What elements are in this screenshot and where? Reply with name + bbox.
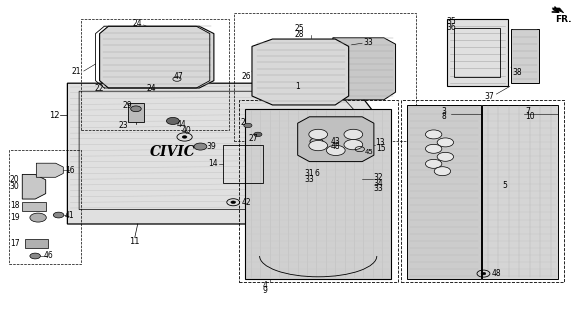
Text: 26: 26 bbox=[241, 72, 251, 81]
Bar bbox=[447, 19, 508, 86]
Text: 17: 17 bbox=[10, 239, 19, 248]
Text: 39: 39 bbox=[206, 142, 216, 151]
Text: 3: 3 bbox=[442, 107, 447, 116]
Circle shape bbox=[53, 212, 64, 218]
Text: 30: 30 bbox=[10, 182, 19, 191]
Text: 16: 16 bbox=[66, 166, 75, 175]
Text: 45: 45 bbox=[365, 149, 373, 155]
Text: 27: 27 bbox=[248, 134, 258, 143]
Circle shape bbox=[437, 152, 454, 161]
Text: 8: 8 bbox=[442, 112, 447, 121]
Text: 40: 40 bbox=[182, 126, 191, 135]
Polygon shape bbox=[67, 83, 381, 224]
Text: 25: 25 bbox=[294, 24, 304, 33]
Text: 32: 32 bbox=[373, 173, 383, 182]
Text: 29: 29 bbox=[123, 101, 132, 110]
Polygon shape bbox=[333, 38, 396, 100]
Bar bbox=[128, 103, 144, 122]
Text: 46: 46 bbox=[43, 252, 53, 260]
Text: 24: 24 bbox=[133, 19, 142, 28]
Text: 48: 48 bbox=[331, 142, 340, 151]
Circle shape bbox=[344, 140, 363, 150]
Polygon shape bbox=[36, 163, 63, 177]
Text: 5: 5 bbox=[503, 181, 507, 190]
Circle shape bbox=[309, 129, 328, 140]
Text: 33: 33 bbox=[305, 175, 314, 184]
Text: 9: 9 bbox=[263, 286, 267, 295]
Text: 20: 20 bbox=[10, 175, 19, 184]
Circle shape bbox=[244, 123, 252, 128]
Text: 19: 19 bbox=[10, 213, 19, 222]
Bar bbox=[25, 239, 48, 248]
Circle shape bbox=[254, 132, 262, 137]
Circle shape bbox=[182, 136, 187, 138]
Text: 28: 28 bbox=[294, 30, 304, 39]
Text: 24: 24 bbox=[146, 84, 156, 93]
Text: 44: 44 bbox=[177, 120, 186, 129]
Circle shape bbox=[481, 272, 486, 275]
Text: 38: 38 bbox=[512, 68, 522, 76]
Circle shape bbox=[425, 144, 442, 153]
Bar bbox=[482, 105, 558, 279]
Bar bbox=[454, 28, 500, 77]
Circle shape bbox=[30, 253, 40, 259]
Circle shape bbox=[425, 130, 442, 139]
Text: CIVIC: CIVIC bbox=[150, 145, 196, 159]
Bar bbox=[511, 29, 539, 83]
Text: 11: 11 bbox=[130, 237, 140, 246]
Bar bbox=[407, 105, 481, 279]
Text: 15: 15 bbox=[376, 144, 386, 153]
Polygon shape bbox=[552, 8, 564, 13]
Circle shape bbox=[326, 145, 345, 156]
Circle shape bbox=[425, 159, 442, 168]
Circle shape bbox=[434, 167, 451, 176]
Text: 1: 1 bbox=[295, 82, 300, 91]
Circle shape bbox=[30, 213, 46, 222]
Text: 36: 36 bbox=[447, 23, 456, 32]
Text: 13: 13 bbox=[375, 138, 384, 147]
Polygon shape bbox=[22, 174, 46, 199]
Text: 34: 34 bbox=[373, 179, 383, 188]
Text: 14: 14 bbox=[208, 159, 217, 168]
Circle shape bbox=[309, 140, 328, 151]
Circle shape bbox=[131, 106, 141, 112]
Text: 31: 31 bbox=[305, 169, 314, 178]
Text: 6: 6 bbox=[314, 169, 319, 178]
Text: 33: 33 bbox=[363, 38, 373, 47]
Polygon shape bbox=[245, 109, 391, 279]
Text: 33: 33 bbox=[373, 184, 383, 193]
Polygon shape bbox=[298, 117, 374, 162]
Text: 43: 43 bbox=[331, 137, 340, 146]
Text: 47: 47 bbox=[174, 72, 183, 81]
Circle shape bbox=[231, 201, 236, 204]
Bar bbox=[223, 145, 263, 183]
Text: 22: 22 bbox=[95, 84, 104, 93]
Text: 2: 2 bbox=[241, 118, 246, 127]
Circle shape bbox=[437, 138, 454, 147]
Text: 12: 12 bbox=[49, 111, 59, 120]
Text: 23: 23 bbox=[118, 121, 128, 130]
Text: 48: 48 bbox=[492, 269, 502, 278]
Text: 21: 21 bbox=[71, 67, 81, 76]
Text: FR.: FR. bbox=[556, 15, 572, 24]
Circle shape bbox=[344, 129, 363, 140]
Text: 18: 18 bbox=[10, 201, 19, 210]
Text: 35: 35 bbox=[447, 17, 456, 26]
Circle shape bbox=[166, 117, 179, 124]
Text: 4: 4 bbox=[263, 281, 267, 290]
Circle shape bbox=[194, 143, 207, 150]
Text: 7: 7 bbox=[525, 107, 530, 116]
Polygon shape bbox=[252, 39, 349, 105]
Polygon shape bbox=[100, 26, 214, 88]
Text: 37: 37 bbox=[485, 92, 494, 101]
Text: 41: 41 bbox=[64, 211, 74, 220]
Bar bbox=[22, 202, 46, 211]
Text: 42: 42 bbox=[241, 198, 251, 207]
Text: 10: 10 bbox=[526, 112, 535, 121]
